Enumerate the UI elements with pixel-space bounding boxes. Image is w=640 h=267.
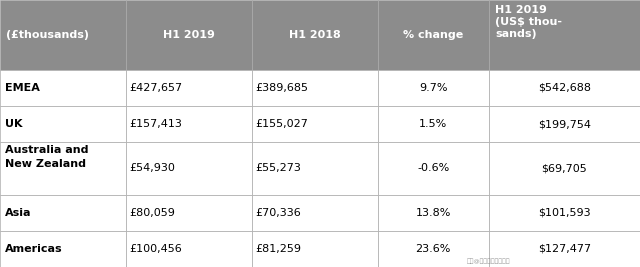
Bar [252,106,378,142]
Text: £389,685: £389,685 [255,83,308,93]
Text: 头条@人力资源市场观察: 头条@人力资源市场观察 [467,259,511,264]
Text: 13.8%: 13.8% [415,208,451,218]
Text: Asia: Asia [5,208,31,218]
Bar [126,142,252,195]
Bar [0,195,126,231]
Bar [378,231,489,267]
Bar [252,142,378,195]
Text: £427,657: £427,657 [129,83,182,93]
Text: $542,688: $542,688 [538,83,591,93]
Bar [126,70,252,106]
Bar [378,106,489,142]
Bar [378,195,489,231]
Text: EMEA: EMEA [5,83,40,93]
Text: $199,754: $199,754 [538,119,591,129]
Text: £100,456: £100,456 [129,244,182,254]
Text: -0.6%: -0.6% [417,163,449,173]
Text: Australia and
New Zealand: Australia and New Zealand [5,146,88,169]
Bar [0,142,126,195]
Bar [252,70,378,106]
Bar [126,195,252,231]
Bar [489,106,640,142]
Text: UK: UK [5,119,22,129]
Text: H1 2019
(US$ thou-
sands): H1 2019 (US$ thou- sands) [495,5,563,39]
Text: 1.5%: 1.5% [419,119,447,129]
Text: Americas: Americas [5,244,63,254]
Bar [489,195,640,231]
Text: % change: % change [403,30,463,40]
Text: (£thousands): (£thousands) [6,30,90,40]
Bar [126,0,252,70]
Text: 23.6%: 23.6% [415,244,451,254]
Bar [378,70,489,106]
Text: H1 2018: H1 2018 [289,30,340,40]
Text: £81,259: £81,259 [255,244,301,254]
Bar [489,231,640,267]
Bar [126,231,252,267]
Text: H1 2019: H1 2019 [163,30,214,40]
Text: £55,273: £55,273 [255,163,301,173]
Bar [0,0,126,70]
Bar [378,142,489,195]
Bar [378,0,489,70]
Bar [489,70,640,106]
Bar [0,231,126,267]
Bar [489,0,640,70]
Bar [252,195,378,231]
Text: £157,413: £157,413 [129,119,182,129]
Text: £70,336: £70,336 [255,208,301,218]
Text: £54,930: £54,930 [129,163,175,173]
Bar [126,106,252,142]
Text: $69,705: $69,705 [541,163,588,173]
Text: £155,027: £155,027 [255,119,308,129]
Bar [0,106,126,142]
Text: 9.7%: 9.7% [419,83,447,93]
Text: $127,477: $127,477 [538,244,591,254]
Bar [252,231,378,267]
Bar [0,70,126,106]
Text: £80,059: £80,059 [129,208,175,218]
Bar [489,142,640,195]
Text: $101,593: $101,593 [538,208,591,218]
Bar [252,0,378,70]
